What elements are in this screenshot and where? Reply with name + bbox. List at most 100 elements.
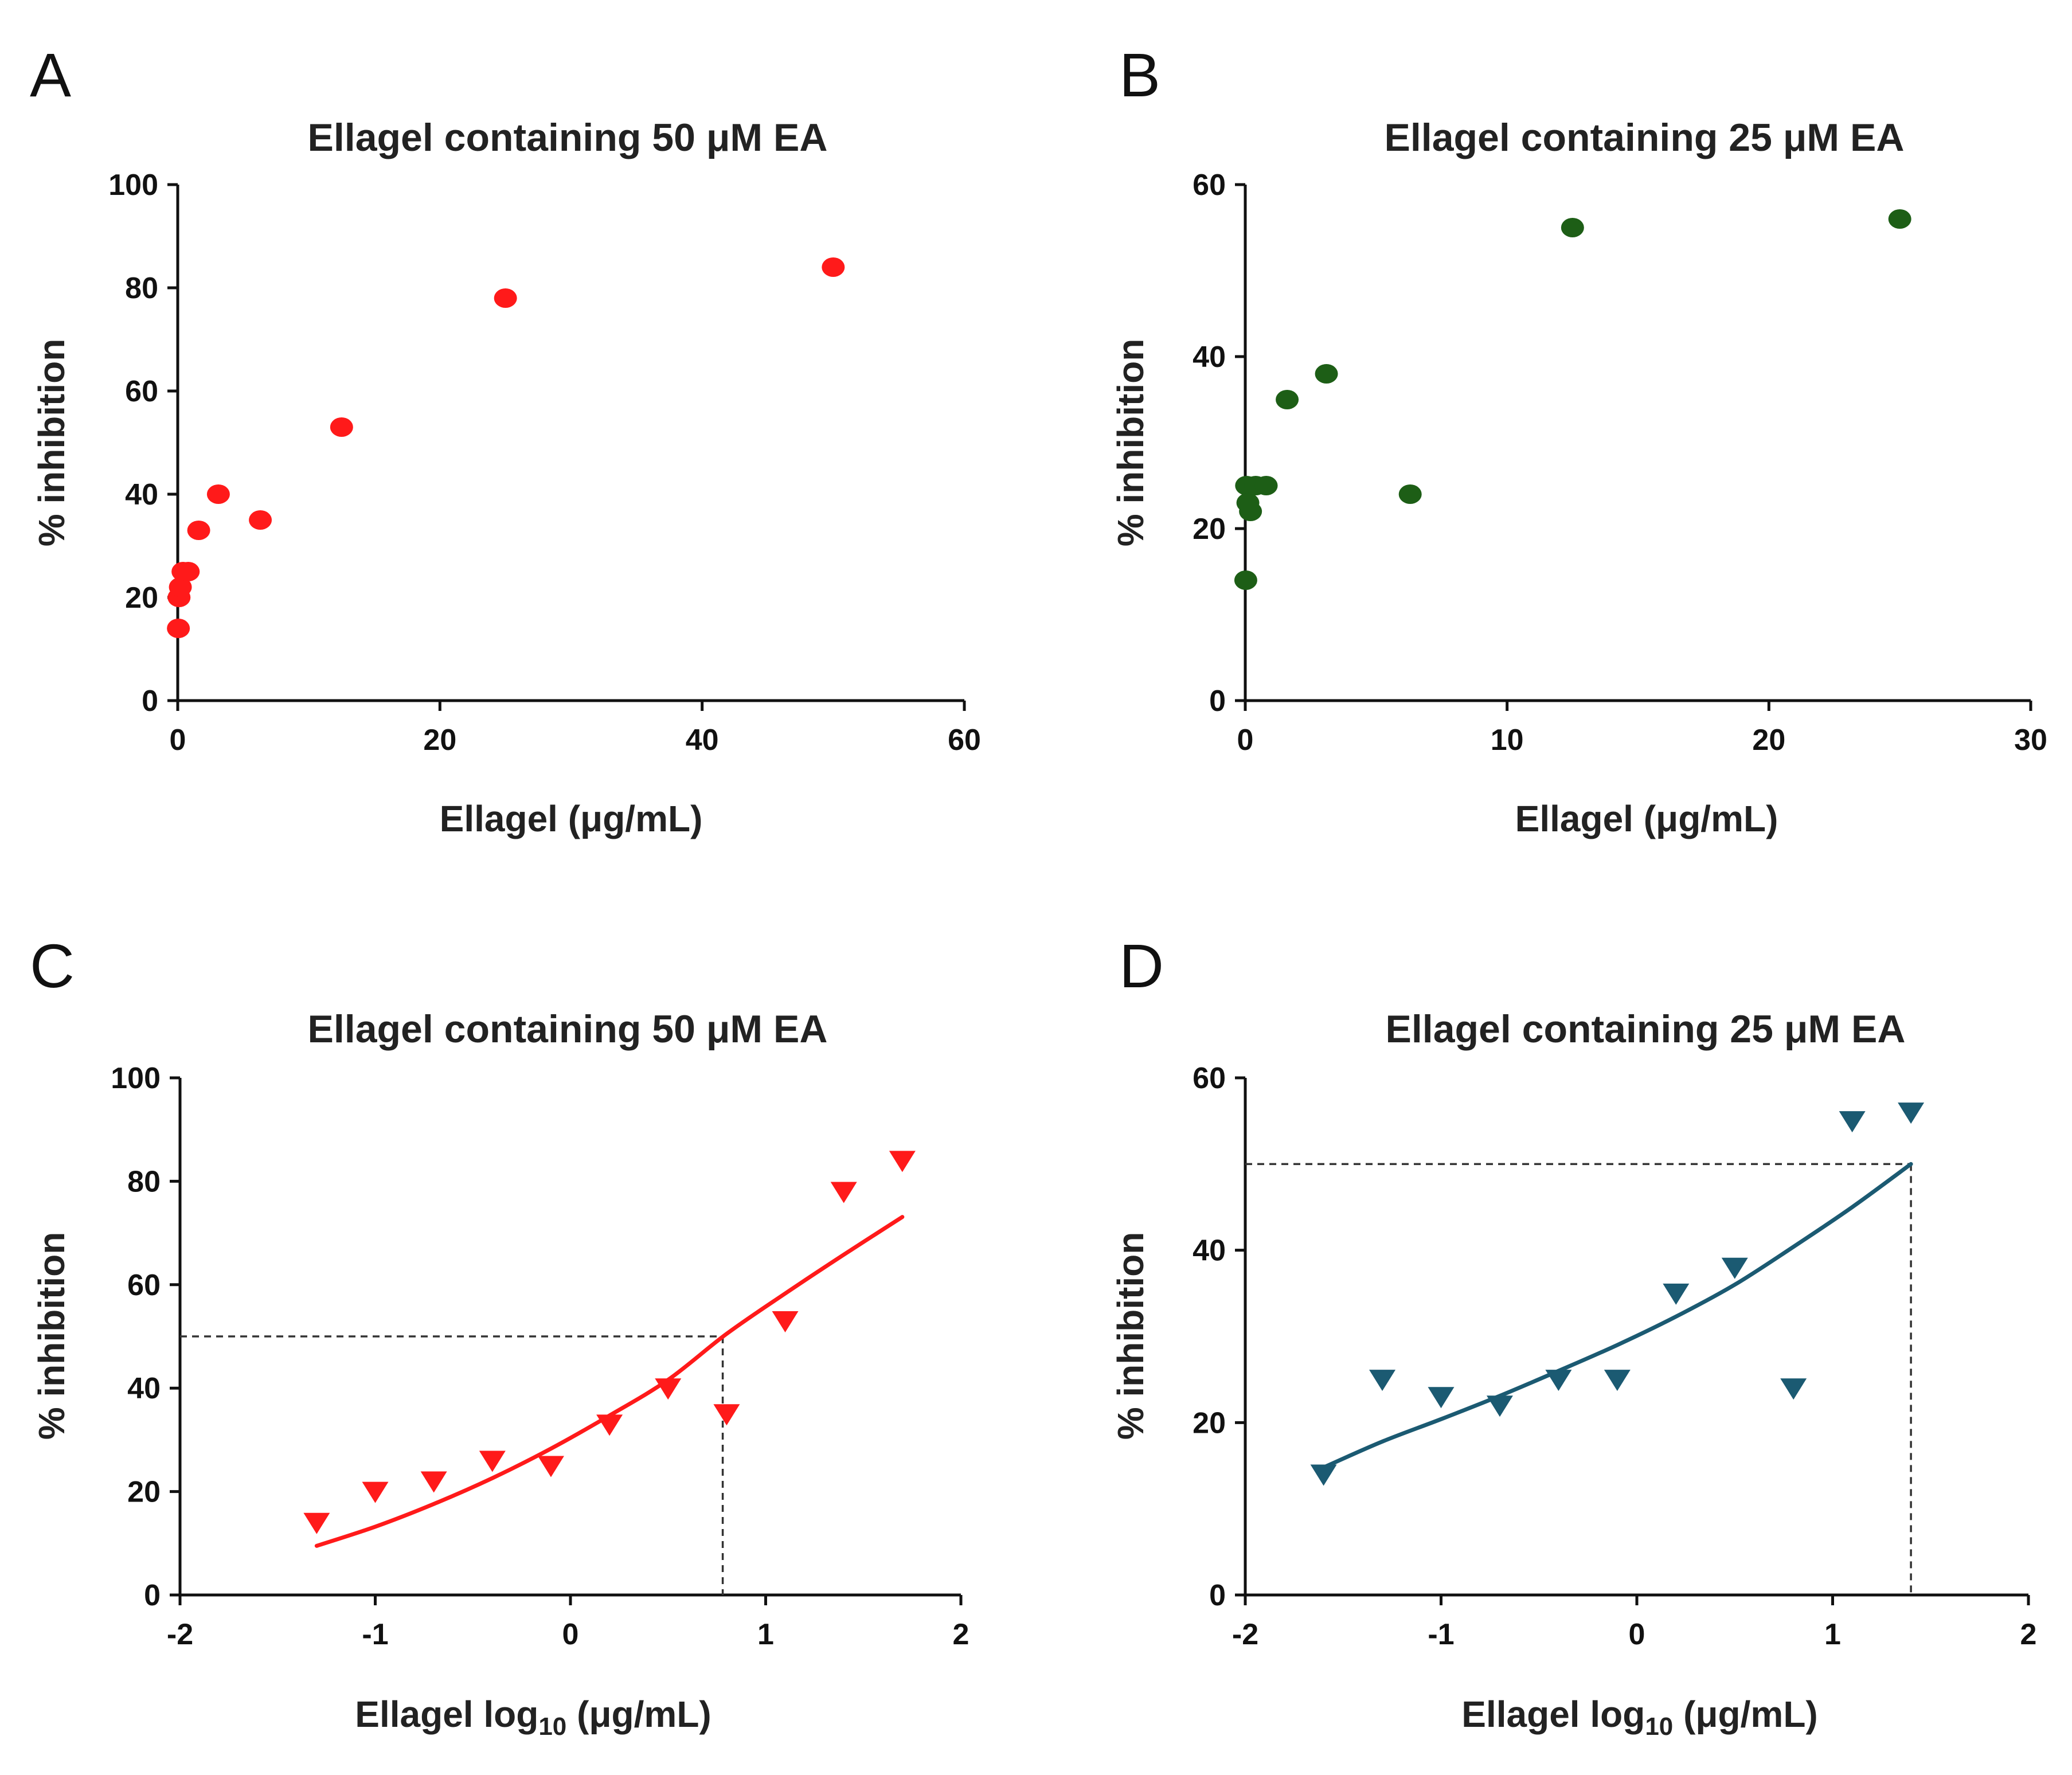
ticks-a: 0 20 40 60 0 20 40 60 80 100 [108,169,981,757]
y-tick-label: 20 [127,1476,161,1509]
panel-letter-a: A [30,40,71,110]
data-point [1839,1111,1866,1133]
data-point [362,1481,389,1503]
y-tick-label: 100 [108,169,158,202]
chart-title-d: Ellagel containing 25 μM EA [1386,1007,1906,1051]
x-axis-label-c-main: Ellagel log [355,1694,538,1735]
data-point [889,1151,916,1172]
fit-curve-d [1322,1162,1913,1470]
y-tick-label: 20 [1193,513,1226,546]
x-axis-label-a: Ellagel (μg/mL) [440,798,703,839]
data-series-a [167,257,845,638]
x-axis-label-d-unit: (μg/mL) [1673,1694,1817,1735]
reference-lines-d [1245,1163,1912,1595]
reference-lines-c [180,1335,724,1595]
data-point [1604,1370,1631,1391]
x-tick-label: 20 [423,724,456,757]
y-tick-label: 40 [1193,1234,1226,1268]
ticks-b: 0 10 20 30 0 20 40 60 [1193,169,2047,757]
panel-letter-b: B [1119,40,1160,110]
fit-curve [314,1215,905,1548]
data-point [1486,1395,1513,1417]
data-point [167,619,190,638]
data-point [420,1471,447,1493]
panel-a: A Ellagel containing 50 μM EA 0 20 40 60 0 20… [30,40,981,839]
data-point [772,1311,799,1332]
y-tick-label: 0 [1209,1579,1226,1612]
x-axis-label-c-unit: (μg/mL) [566,1694,711,1735]
data-point [1663,1283,1690,1305]
data-point [1254,476,1278,495]
x-axis-label-d: Ellagel log10 (μg/mL) [1461,1694,1817,1741]
data-point [249,510,272,530]
y-tick-label: 40 [127,1372,161,1405]
x-tick-label: 30 [2014,724,2047,757]
data-series-d [1310,1102,1925,1486]
x-tick-label: 60 [948,724,981,757]
y-tick-label: 20 [125,581,158,615]
x-tick-label: 10 [1491,724,1524,757]
fit-curve-c [314,1215,905,1548]
y-tick-label: 60 [125,375,158,408]
data-point [537,1456,564,1477]
x-tick-label: 2 [953,1618,969,1651]
x-tick-label: 0 [170,724,186,757]
y-tick-label: 100 [111,1062,161,1095]
y-tick-label: 80 [125,272,158,305]
x-tick-label: 0 [1629,1618,1645,1651]
chart-title-c: Ellagel containing 50 μM EA [308,1007,828,1051]
panel-letter-c: C [30,931,75,1000]
data-point [1315,364,1338,384]
x-tick-label: -2 [167,1618,193,1651]
data-point [1780,1378,1807,1400]
x-tick-label: 0 [562,1618,579,1651]
data-point [596,1414,623,1436]
y-axis-label-b: % inhibition [1110,339,1151,547]
x-tick-label: 1 [1824,1618,1841,1651]
x-tick-label: 40 [686,724,719,757]
x-axis-label-d-subscript: 10 [1645,1713,1673,1741]
x-tick-label: 1 [757,1618,774,1651]
data-point [187,521,210,540]
x-tick-label: 2 [2020,1618,2037,1651]
data-point [1398,484,1422,504]
x-tick-label: -2 [1232,1618,1258,1651]
data-point [1239,502,1262,521]
y-tick-label: 40 [1193,341,1226,374]
x-tick-label: -1 [362,1618,388,1651]
y-tick-label: 40 [125,478,158,511]
x-tick-label: -1 [1428,1618,1454,1651]
x-axis-label-c: Ellagel log10 (μg/mL) [355,1694,711,1741]
data-point [1276,390,1299,409]
data-point [1310,1464,1337,1486]
data-point [830,1182,857,1203]
chart-title-a: Ellagel containing 50 μM EA [308,116,828,159]
y-tick-label: 0 [144,1579,161,1612]
data-point [494,288,517,308]
data-point [479,1451,506,1472]
data-point [206,484,230,504]
data-point [1234,570,1257,590]
y-axis-label-a: % inhibition [31,339,72,547]
x-axis-label-c-subscript: 10 [538,1713,566,1741]
panel-b: B Ellagel containing 25 μM EA 0 10 20 30 0 20… [1110,40,2047,839]
data-point [177,562,200,581]
y-tick-label: 20 [1193,1406,1226,1440]
data-point [1888,209,1911,229]
y-axis-label-d: % inhibition [1110,1232,1151,1440]
data-point [1545,1370,1572,1391]
data-point [822,257,845,277]
data-point [303,1512,330,1534]
data-point [1369,1370,1396,1391]
y-tick-label: 0 [142,685,158,718]
panel-c: C Ellagel containing 50 μM EA -2 -1 0 1 2020… [30,931,969,1741]
data-point [1898,1102,1925,1124]
data-point [713,1404,740,1426]
x-tick-label: 0 [1237,724,1254,757]
data-point [655,1378,682,1400]
data-point [330,417,353,437]
